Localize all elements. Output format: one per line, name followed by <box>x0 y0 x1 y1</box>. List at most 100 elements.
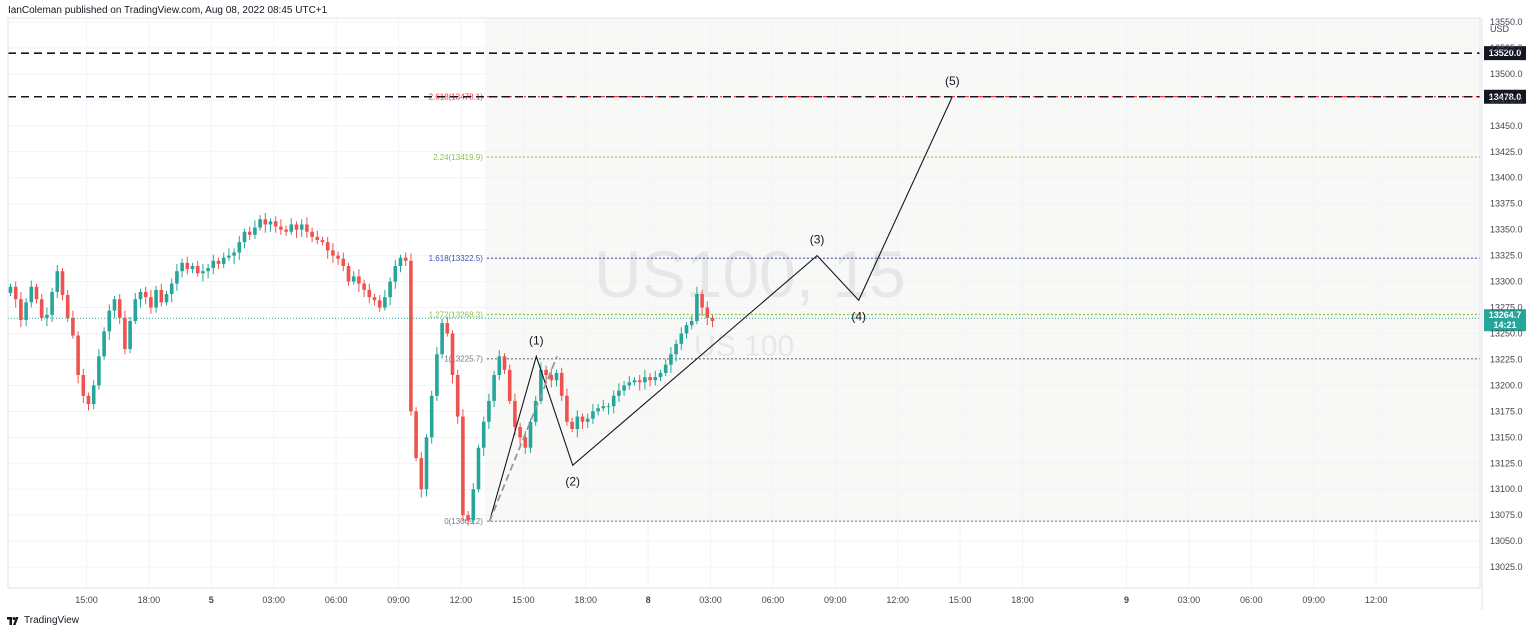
fib-level-label: 1.272(13268.3) <box>429 310 484 319</box>
x-tick-label: 12:00 <box>886 595 909 605</box>
candle-body <box>523 437 528 448</box>
elliott-wave-drawing: (1) (2) (3) (4) (5) <box>488 74 960 522</box>
candle-body <box>211 260 216 269</box>
candle-body <box>559 372 564 396</box>
candle-body <box>227 255 231 258</box>
candle-body <box>81 375 86 396</box>
candle-body <box>149 297 153 308</box>
x-tick-label: 06:00 <box>325 595 348 605</box>
candle-body <box>622 385 626 391</box>
candle-body <box>195 265 200 274</box>
candle-body <box>86 395 91 405</box>
candle-body <box>91 385 96 405</box>
candle-body <box>414 411 418 459</box>
candle-body <box>190 265 195 270</box>
footer: TradingView <box>6 615 79 626</box>
candle-body <box>50 291 54 315</box>
candle-body <box>357 276 361 284</box>
y-tick-label: 13125.0 <box>1490 458 1523 468</box>
candle-body <box>617 390 621 396</box>
candle-body <box>461 416 465 516</box>
candle-body <box>34 286 39 300</box>
y-tick-label: 13500.0 <box>1490 69 1523 79</box>
candle-body <box>445 323 450 334</box>
plot-frame <box>7 17 1481 589</box>
x-tick-label: 09:00 <box>387 595 410 605</box>
last-price-tag-bg <box>1484 309 1526 332</box>
candle-body <box>601 406 606 409</box>
candle-body <box>253 227 257 235</box>
y-tick-label: 13425.0 <box>1490 147 1523 157</box>
x-tick-label: 12:00 <box>1365 595 1388 605</box>
candle-body <box>60 271 65 296</box>
candle-body <box>325 242 330 251</box>
candle-body <box>440 323 444 355</box>
candle-body <box>138 291 143 300</box>
candle-body <box>466 515 470 521</box>
price-tag-label: 13520.0 <box>1489 48 1522 58</box>
candle-body <box>299 224 304 230</box>
candle-body <box>336 255 340 259</box>
candle-body <box>310 231 314 237</box>
candle-body <box>388 281 392 298</box>
x-tick-label: 18:00 <box>1011 595 1034 605</box>
candle-body <box>591 411 595 419</box>
candle-body <box>367 289 372 298</box>
candle-body <box>435 354 439 396</box>
candle-body <box>289 224 294 232</box>
candle-body <box>528 421 533 448</box>
candle-body <box>606 406 611 408</box>
candle-body <box>180 262 184 272</box>
candle-body <box>8 286 13 293</box>
candle-body <box>549 375 554 381</box>
candle-body <box>710 317 715 322</box>
candle-body <box>679 333 684 344</box>
candle-body <box>684 325 689 334</box>
candle-body <box>107 310 112 332</box>
x-tick-label: 06:00 <box>762 595 785 605</box>
y-tick-label: 13025.0 <box>1490 562 1523 572</box>
candle-body <box>242 231 247 243</box>
candle-body <box>497 356 502 376</box>
watermark-subtitle: US 100 <box>694 330 794 363</box>
y-tick-label: 13450.0 <box>1490 121 1523 131</box>
candle-body <box>143 291 148 298</box>
candle-body <box>533 400 538 422</box>
y-tick-label: 13525.0 <box>1490 43 1523 53</box>
candle-body <box>492 375 496 401</box>
candle-body <box>632 380 637 383</box>
candle-body <box>76 335 80 376</box>
candle-body <box>424 437 429 490</box>
candle-body <box>663 364 668 373</box>
fib-level-label: 0(13069.2) <box>444 517 483 526</box>
candle-body <box>123 317 127 350</box>
axes: 13025.0 13050.0 13075.0 13100.0 13125.0 13150… <box>7 17 1523 610</box>
candle-body <box>29 286 34 303</box>
y-tick-label: 13275.0 <box>1490 303 1523 313</box>
candle-body <box>570 421 574 430</box>
candle-body <box>351 276 356 282</box>
candle-body <box>39 299 44 318</box>
candle-body <box>409 260 413 412</box>
price-tag-label: 13478.0 <box>1489 92 1522 102</box>
x-tick-label: 18:00 <box>574 595 597 605</box>
candle-body <box>658 372 663 378</box>
candle-body <box>45 314 49 318</box>
tradingview-logo-icon <box>7 616 19 625</box>
x-tick-label: 9 <box>1124 595 1129 605</box>
candle-body <box>481 421 486 448</box>
watermark-symbol: US100, 15 <box>594 237 906 311</box>
y-tick-label: 13375.0 <box>1490 199 1523 209</box>
candle-body <box>284 229 288 232</box>
horizontal-lines: 13520.0 13478.0 <box>8 46 1526 104</box>
candle-body <box>237 242 242 253</box>
y-tick-label: 13100.0 <box>1490 484 1523 494</box>
candle-body <box>128 321 132 350</box>
candle-body <box>689 321 694 326</box>
trend-line <box>488 355 558 522</box>
candle-body <box>294 224 299 230</box>
wave-label: (5) <box>945 74 960 88</box>
y-tick-label: 13150.0 <box>1490 432 1523 442</box>
y-tick-label: 13050.0 <box>1490 536 1523 546</box>
